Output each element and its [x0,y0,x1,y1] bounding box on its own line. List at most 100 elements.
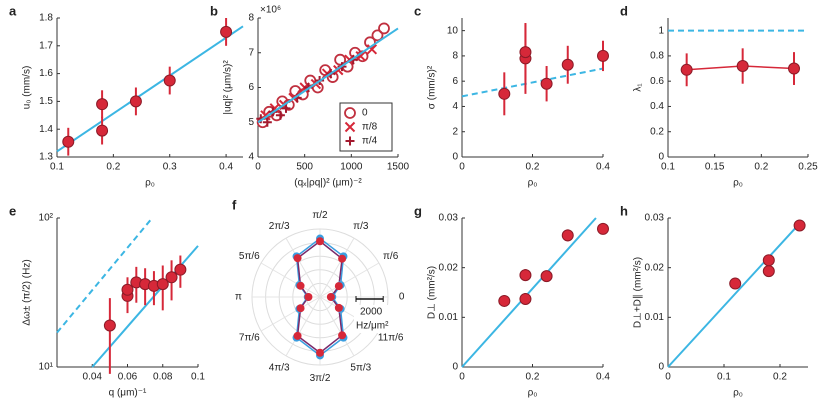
y-tick-label: 1.5 [39,96,53,107]
marker [316,237,324,246]
x-tick-label: 0.3 [163,162,177,173]
y-tick-label: 10¹ [39,362,54,373]
marker [498,294,511,307]
y-tick-label: 10 [447,25,459,36]
y-tick-label: 2 [452,126,458,137]
angle-label: 5π/6 [239,251,260,262]
y-tick-label: 6 [452,76,458,87]
line [56,217,153,334]
line [461,67,604,98]
panel-letter: a [9,3,17,18]
panel-letter: c [414,3,421,18]
x-tick-label: 0.4 [219,162,233,173]
marker [121,283,134,296]
panel-letter: f [232,197,237,212]
angle-label: π [235,292,242,303]
marker [338,254,347,263]
y-tick-label: 1.7 [39,40,53,51]
y-tick-label: 0.03 [645,213,665,224]
panel-letter: h [620,203,628,218]
y-tick-label: 1 [658,25,664,36]
angle-label: 5π/3 [350,362,371,373]
x-axis-label: ρ₀ [528,388,538,399]
angle-label: 2π/3 [269,221,290,232]
grid-spoke [285,296,321,357]
marker [519,269,532,282]
y-axis-label: u₀ (mm/s) [22,66,33,110]
angle-label: 7π/6 [239,332,260,343]
x-axis-label: q (μm)⁻¹ [109,388,147,399]
panel-letter: g [414,203,422,218]
x-tick-label: 0 [459,372,465,383]
x-axis-label: (qₓ|ρq|)² (μm)⁻² [294,178,362,189]
y-tick-label: 0 [452,362,458,373]
marker [304,293,313,301]
marker [762,265,775,278]
x-axis-label: ρ₀ [528,178,538,189]
marker [96,124,109,137]
x-tick-label: 0.08 [153,372,173,383]
marker [540,270,553,283]
marker [338,331,347,340]
angle-label: 4π/3 [269,362,290,373]
y-tick-label: 0.2 [650,126,664,137]
marker [296,304,305,313]
legend-label: π/8 [362,122,378,133]
marker [597,49,609,62]
y-tick-label: 7 [248,47,254,58]
marker [561,229,574,242]
y-axis-label: D⊥+D∥ (mm²/s) [633,257,644,328]
x-tick-label: 0.1 [191,372,205,383]
marker [597,222,609,235]
y-tick-label: 0 [658,152,664,163]
x-tick-label: 1000 [340,162,363,173]
grid-spoke [260,296,321,332]
line [461,217,597,368]
x-tick-label: 500 [296,162,313,173]
x-tick-label: 0.4 [596,372,610,383]
x-tick-label: 1500 [387,162,410,173]
panel-letter: b [210,3,218,18]
x-tick-label: 0.06 [118,372,138,383]
marker [165,271,178,284]
marker [326,293,335,301]
line [667,219,804,368]
grid-spoke [285,237,321,298]
x-tick-label: 0 [665,372,671,383]
x-tick-label: 0.1 [661,162,675,173]
scale-unit: Hz/μm² [356,321,389,332]
legend-label: π/4 [362,136,378,147]
marker [156,278,169,291]
x-tick-label: 0.2 [773,372,787,383]
legend-label: 0 [362,108,368,119]
marker [62,135,75,148]
marker [281,103,291,113]
y-tick-label: 0.02 [439,262,459,273]
legend-marker [344,121,356,133]
marker [163,74,176,87]
x-tick-label: 0.2 [106,162,120,173]
y-tick-label: 1.8 [39,13,53,24]
marker [561,58,574,71]
marker [519,46,532,59]
panel-letter: d [620,3,628,18]
y-tick-label: 0.4 [650,101,664,112]
y-tick-label: 0.01 [439,312,459,323]
x-tick-label: 0.15 [705,162,725,173]
y-tick-label: 10² [39,213,54,224]
y-tick-label: 0.03 [439,213,459,224]
angle-label: 0 [399,292,405,303]
axis-multiplier: ×10⁶ [260,5,281,16]
marker [680,63,693,76]
x-tick-label: 0 [459,162,465,173]
line [56,25,244,153]
panel-letter: e [9,203,16,218]
y-tick-label: 0.8 [650,51,664,62]
marker [519,292,532,305]
marker [729,277,742,290]
marker [378,22,390,35]
marker [793,219,806,232]
x-tick-label: 0 [255,162,261,173]
y-tick-label: 6 [248,82,254,93]
